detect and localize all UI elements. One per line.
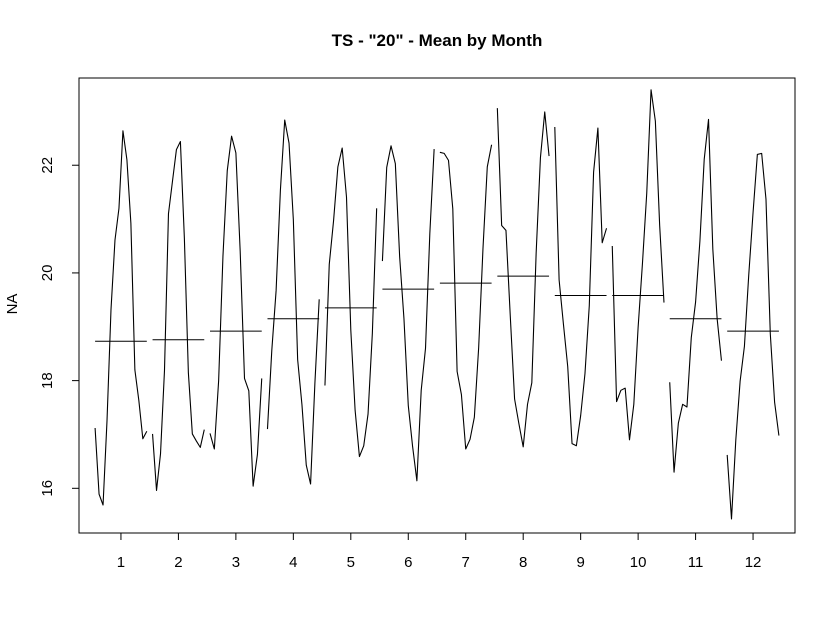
x-tick-label: 4: [289, 554, 297, 571]
month-2-series-line: [152, 140, 205, 492]
month-6-series-line: [381, 145, 435, 482]
x-tick-label: 2: [174, 554, 182, 571]
y-tick-label: 18: [39, 372, 56, 389]
x-tick-label: 12: [745, 554, 762, 571]
x-tick-label: 7: [462, 554, 470, 571]
y-tick-label: 22: [39, 157, 56, 174]
month-5-series-line: [324, 147, 378, 458]
month-11-series-line: [669, 118, 722, 473]
chart-title: TS - "20" - Mean by Month: [332, 31, 543, 50]
month-7-series-line: [439, 144, 493, 450]
x-tick-label: 11: [688, 554, 704, 571]
month-9-series-line: [554, 126, 608, 447]
means-group: [95, 275, 779, 342]
x-tick-label: 8: [519, 554, 527, 571]
month-1-series-line: [94, 130, 148, 506]
month-3-series-line: [209, 135, 263, 487]
x-tick-label: 9: [576, 554, 584, 571]
month-4-series-line: [266, 119, 320, 485]
x-tick-label: 1: [117, 554, 125, 571]
y-axis-label: NA: [4, 294, 21, 315]
y-tick-label: 20: [39, 265, 56, 282]
series-group: [94, 89, 780, 520]
month-12-series-line: [726, 152, 780, 520]
y-tick-label: 16: [39, 480, 56, 497]
month-10-series-line: [611, 89, 665, 441]
x-tick-label: 3: [232, 554, 240, 571]
x-tick-label: 5: [347, 554, 355, 571]
x-tick-label: 6: [404, 554, 412, 571]
month-8-series-line: [496, 108, 550, 448]
x-tick-label: 10: [630, 554, 647, 571]
